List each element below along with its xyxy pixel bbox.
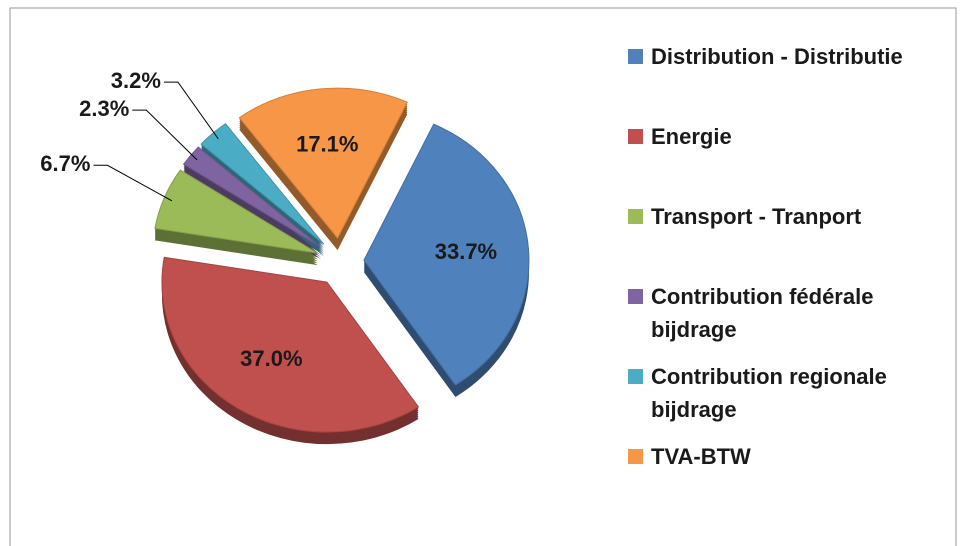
leader-line [163, 81, 219, 140]
legend-label: Contribution regionale bijdrage [651, 364, 887, 422]
legend-swatch [628, 369, 643, 384]
legend-label: TVA-BTW [651, 444, 751, 469]
legend-swatch [628, 289, 643, 304]
legend-swatch [628, 129, 643, 144]
legend-item: TVA-BTW [628, 440, 948, 473]
legend-label: Transport - Tranport [651, 204, 862, 229]
data-label: 33.7% [435, 239, 497, 264]
legend-item: Transport - Tranport [628, 200, 948, 233]
legend-swatch [628, 449, 643, 464]
leader-line [132, 109, 198, 161]
legend-label: Contribution fédérale bijdrage [651, 284, 874, 342]
slice [182, 146, 322, 248]
legend-label: Energie [651, 124, 732, 149]
data-label: 6.7% [40, 151, 90, 176]
legend-item: Contribution fédérale bijdrage [628, 280, 948, 346]
data-label: 3.2% [111, 68, 161, 93]
legend-item: Distribution - Distributie [628, 40, 948, 73]
legend-swatch [628, 209, 643, 224]
slice [200, 123, 325, 245]
legend-item: Energie [628, 120, 948, 153]
data-label: 17.1% [296, 131, 358, 156]
slice [161, 256, 420, 433]
leader-line [93, 164, 173, 202]
frame [9, 7, 957, 546]
slice [238, 87, 409, 240]
legend-swatch [628, 49, 643, 64]
data-label: 37.0% [240, 346, 302, 371]
slice [154, 169, 318, 254]
data-label: 2.3% [79, 96, 129, 121]
legend-label: Distribution - Distributie [651, 44, 903, 69]
slice [363, 123, 530, 386]
legend-item: Contribution regionale bijdrage [628, 360, 948, 426]
